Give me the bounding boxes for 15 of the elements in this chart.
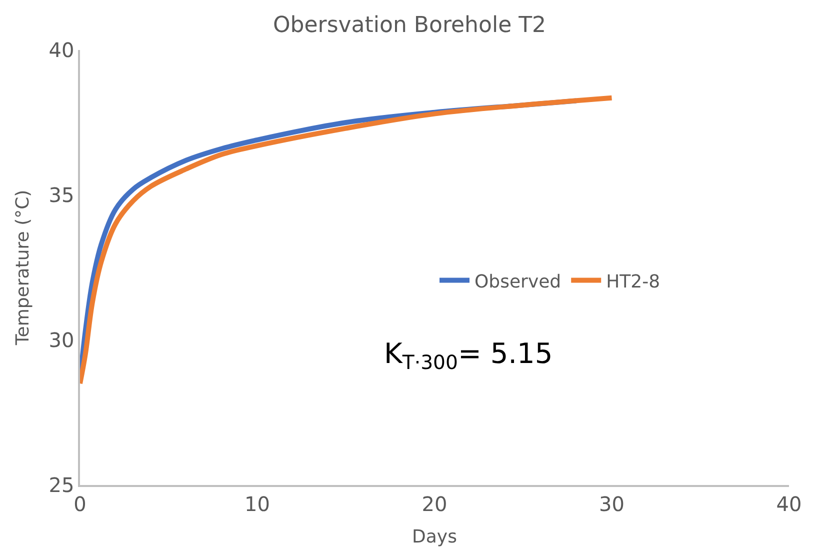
y-tick-label: 40 bbox=[48, 38, 74, 62]
y-axis-title: Temperature (°C) bbox=[12, 190, 34, 346]
annotation: K$_{T·300}$= 5.15 bbox=[384, 337, 553, 374]
y-tick-label: 25 bbox=[48, 473, 74, 497]
y-tick-label: 35 bbox=[48, 183, 74, 207]
x-axis-title: Days bbox=[412, 526, 457, 548]
y-tick-label: 30 bbox=[48, 328, 74, 352]
x-tick-label: 20 bbox=[422, 492, 448, 516]
x-tick-label: 10 bbox=[244, 492, 270, 516]
x-tick-label: 40 bbox=[776, 492, 802, 516]
legend-label: Observed bbox=[474, 271, 562, 292]
x-tick-label: 0 bbox=[74, 492, 86, 516]
legend-label: HT2-8 bbox=[606, 271, 660, 292]
chart-title: Obersvation Borehole T2 bbox=[272, 13, 546, 38]
x-tick-label: 30 bbox=[599, 492, 624, 516]
